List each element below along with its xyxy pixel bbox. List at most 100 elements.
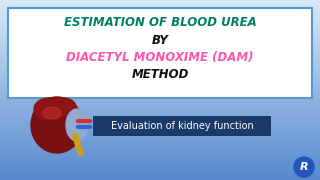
- Text: R: R: [300, 162, 308, 172]
- Bar: [0, 171, 320, 172]
- Bar: [0, 70, 320, 71]
- Bar: [0, 134, 320, 135]
- Text: Evaluation of kidney function: Evaluation of kidney function: [111, 121, 253, 131]
- Bar: [0, 48, 320, 49]
- Bar: [0, 169, 320, 170]
- Ellipse shape: [77, 148, 82, 152]
- Bar: [0, 35, 320, 36]
- Bar: [0, 174, 320, 175]
- Bar: [0, 144, 320, 145]
- Bar: [0, 81, 320, 82]
- Bar: [0, 165, 320, 166]
- Bar: [0, 67, 320, 68]
- Bar: [0, 162, 320, 163]
- Bar: [0, 6, 320, 7]
- Ellipse shape: [77, 147, 82, 150]
- Bar: [0, 121, 320, 122]
- Bar: [0, 84, 320, 85]
- Bar: [0, 139, 320, 140]
- Bar: [0, 142, 320, 143]
- Bar: [0, 22, 320, 23]
- Bar: [0, 152, 320, 153]
- Bar: [0, 28, 320, 29]
- Bar: [0, 100, 320, 101]
- Bar: [0, 89, 320, 90]
- Bar: [0, 159, 320, 160]
- Text: DIACETYL MONOXIME (DAM): DIACETYL MONOXIME (DAM): [66, 51, 254, 64]
- Bar: [0, 53, 320, 54]
- Bar: [0, 128, 320, 129]
- Bar: [0, 1, 320, 2]
- Bar: [0, 125, 320, 126]
- Bar: [0, 117, 320, 118]
- Bar: [0, 40, 320, 41]
- Bar: [0, 111, 320, 112]
- Bar: [0, 179, 320, 180]
- Bar: [0, 36, 320, 37]
- Bar: [0, 74, 320, 75]
- Bar: [0, 56, 320, 57]
- Bar: [0, 7, 320, 8]
- Bar: [0, 9, 320, 10]
- Bar: [0, 155, 320, 156]
- Bar: [0, 16, 320, 17]
- Bar: [0, 172, 320, 173]
- Ellipse shape: [34, 98, 64, 120]
- Bar: [0, 33, 320, 34]
- Bar: [0, 58, 320, 59]
- Bar: [0, 18, 320, 19]
- Bar: [0, 59, 320, 60]
- Bar: [0, 78, 320, 79]
- Bar: [0, 12, 320, 13]
- Bar: [0, 127, 320, 128]
- Ellipse shape: [76, 143, 81, 147]
- Bar: [0, 4, 320, 5]
- Bar: [0, 145, 320, 146]
- Bar: [0, 173, 320, 174]
- Bar: [0, 104, 320, 105]
- Bar: [0, 93, 320, 94]
- Ellipse shape: [76, 145, 81, 147]
- Bar: [0, 99, 320, 100]
- Bar: [0, 64, 320, 65]
- Circle shape: [294, 157, 314, 177]
- Bar: [0, 2, 320, 3]
- Bar: [0, 147, 320, 148]
- Bar: [0, 65, 320, 66]
- Bar: [0, 161, 320, 162]
- Bar: [0, 86, 320, 87]
- Bar: [0, 32, 320, 33]
- Bar: [0, 132, 320, 133]
- Bar: [0, 83, 320, 84]
- Bar: [0, 109, 320, 110]
- Bar: [0, 148, 320, 149]
- Bar: [0, 75, 320, 76]
- Bar: [0, 26, 320, 27]
- Bar: [0, 55, 320, 56]
- Ellipse shape: [74, 138, 79, 141]
- Bar: [0, 29, 320, 30]
- Bar: [0, 108, 320, 109]
- Ellipse shape: [75, 141, 80, 145]
- Bar: [0, 131, 320, 132]
- Bar: [0, 50, 320, 51]
- Ellipse shape: [73, 134, 77, 136]
- Bar: [0, 151, 320, 152]
- Bar: [0, 91, 320, 92]
- Bar: [0, 105, 320, 106]
- Bar: [0, 13, 320, 14]
- Bar: [0, 166, 320, 167]
- Ellipse shape: [75, 143, 80, 145]
- Text: ESTIMATION OF BLOOD UREA: ESTIMATION OF BLOOD UREA: [64, 15, 256, 28]
- Bar: [0, 72, 320, 73]
- Bar: [0, 88, 320, 89]
- Bar: [0, 34, 320, 35]
- Bar: [0, 45, 320, 46]
- Bar: [0, 126, 320, 127]
- Ellipse shape: [66, 109, 88, 141]
- Bar: [0, 44, 320, 45]
- Bar: [0, 25, 320, 26]
- Bar: [0, 66, 320, 67]
- Bar: [0, 85, 320, 86]
- Bar: [0, 136, 320, 137]
